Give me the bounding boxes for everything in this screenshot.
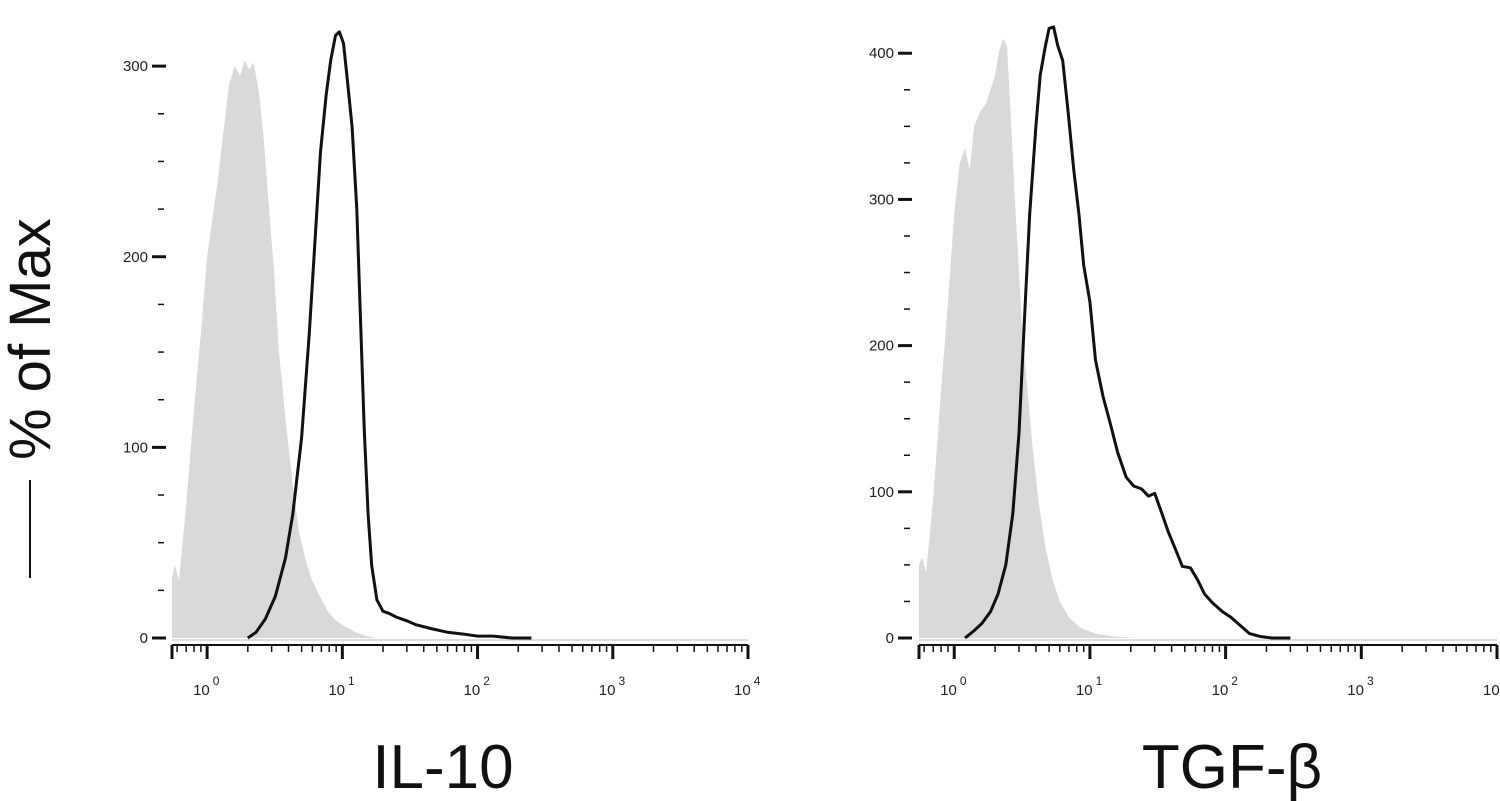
x-tick-label: 101 [1076, 674, 1103, 699]
y-tick-label: 400 [869, 45, 894, 62]
y-tick-label: 300 [869, 191, 894, 208]
isotype-control-area [172, 60, 377, 638]
tgfb-histogram-panel: 100 101 102 103 104 0 100 200 300 400 TGF-β [869, 25, 1500, 801]
il10-histogram-panel: 100 101 102 103 104 0 100 200 300 IL-10 [123, 30, 761, 801]
y-tick-label: 200 [123, 249, 148, 266]
x-tick-label: 102 [464, 674, 491, 699]
x-tick-label: 100 [940, 674, 967, 699]
x-tick-label: 101 [328, 674, 355, 699]
x-tick-label: 102 [1212, 674, 1239, 699]
x-tick-label: 104 [734, 674, 761, 699]
y-tick-label: 100 [869, 484, 894, 501]
x-tick-label: 103 [599, 674, 626, 699]
x-tick-label: 100 [193, 674, 220, 699]
isotype-control-area [919, 38, 1137, 639]
y-tick-label: 300 [123, 58, 148, 75]
y-axis-label: % of Max [0, 218, 63, 460]
stained-sample-line [964, 25, 1291, 640]
y-tick-label: 100 [123, 439, 148, 456]
y-tick-label: 200 [869, 338, 894, 355]
x-axis-label: TGF-β [1142, 733, 1322, 801]
stained-sample-line [246, 30, 532, 640]
y-tick-label: 0 [886, 630, 894, 647]
y-axis-label-group: % of Max [0, 218, 63, 578]
x-tick-label: 104 [1483, 674, 1500, 699]
x-tick-label: 103 [1347, 674, 1374, 699]
y-tick-label: 0 [140, 630, 148, 647]
x-axis-label: IL-10 [372, 733, 513, 801]
